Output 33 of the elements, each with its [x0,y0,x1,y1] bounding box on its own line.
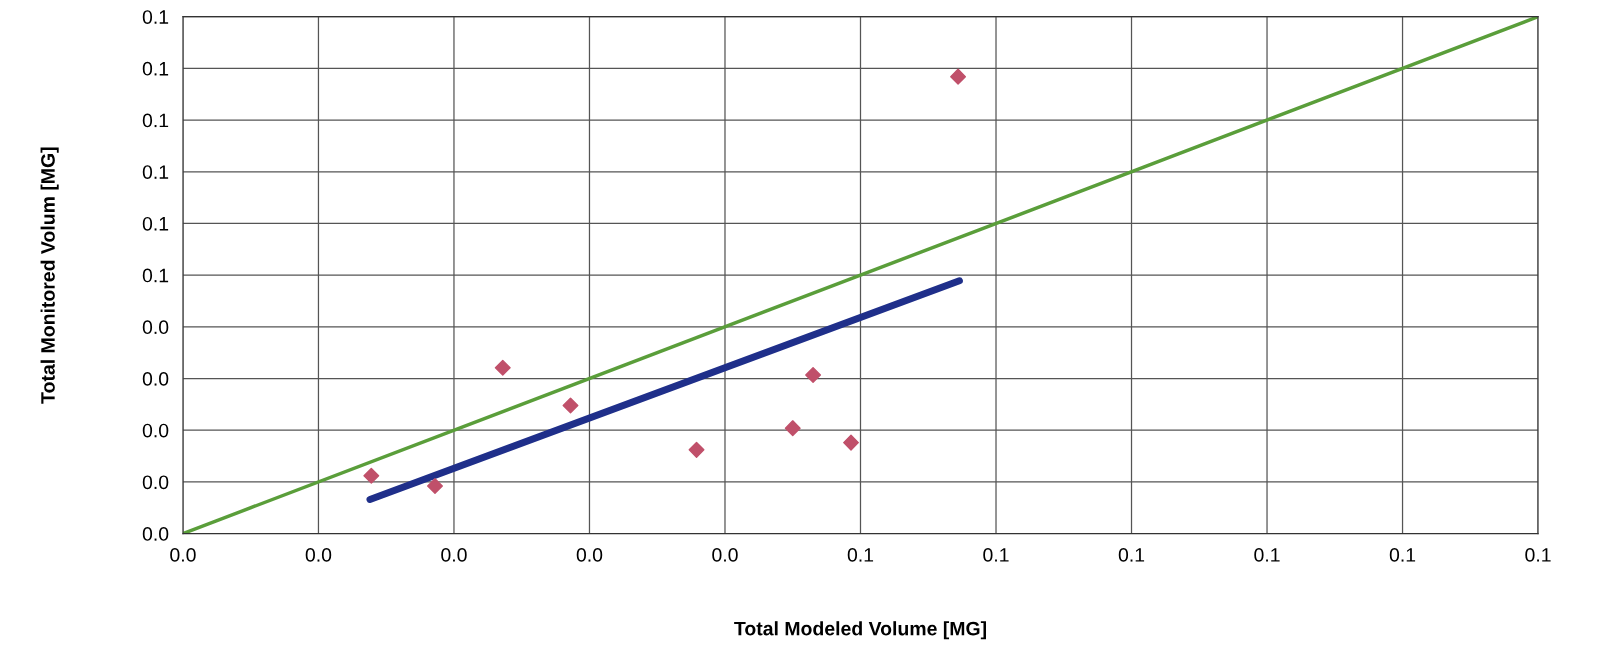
point [562,397,579,414]
x-tick-label: 0.0 [576,548,603,562]
x-tick-label: 0.1 [1254,548,1280,562]
y-tick-label: 0.1 [142,10,169,24]
x-tick-label: 0.1 [847,548,874,562]
y-tick-label: 0.1 [142,165,169,179]
x-axis-title: Total Modeled Volume [MG] [734,621,986,640]
point [843,434,859,451]
y-tick-label: 0.1 [142,61,169,76]
point [494,359,511,376]
y-tick-label: 0.0 [142,371,169,386]
x-tick-label: 0.1 [1525,548,1551,562]
y-axis-title: Total Monitored Volum [MG] [40,147,59,404]
point [363,467,380,484]
point [950,68,967,85]
y-tick-label: 0.1 [142,268,169,283]
x-tick-label: 0.0 [305,548,332,562]
y-tick-label: 0.1 [142,113,169,128]
y-tick-label: 0.0 [142,423,169,438]
x-tick-label: 0.1 [1118,548,1145,562]
y-tick-label: 0.1 [142,216,169,231]
x-tick-label: 0.0 [712,548,738,562]
y-tick-label: 0.0 [142,320,169,335]
point [805,366,822,383]
point [784,420,801,437]
y-tick-label: 0.0 [142,475,169,490]
x-tick-label: 0.0 [170,548,196,562]
x-tick-label: 0.1 [983,548,1009,562]
point [427,478,443,495]
y-tick-label: 0.0 [142,527,169,541]
x-tick-label: 0.1 [1389,548,1416,562]
point [688,441,705,458]
x-tick-label: 0.0 [441,548,467,562]
